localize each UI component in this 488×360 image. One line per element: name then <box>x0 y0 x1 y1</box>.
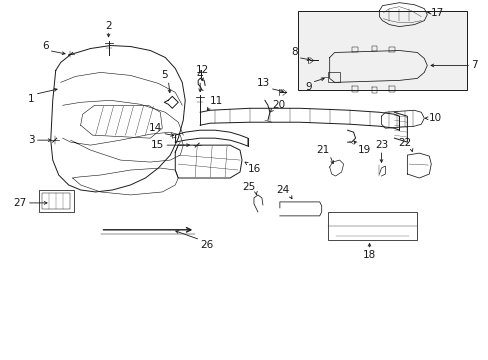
Text: 8: 8 <box>290 48 297 58</box>
Text: 21: 21 <box>316 145 329 155</box>
Bar <box>327 72 339 82</box>
Text: 12: 12 <box>195 66 208 75</box>
Bar <box>39 190 74 212</box>
Text: 15: 15 <box>151 140 164 150</box>
Text: 6: 6 <box>42 41 49 50</box>
Text: 22: 22 <box>397 138 410 148</box>
Text: 13: 13 <box>256 78 269 88</box>
Text: 7: 7 <box>470 60 477 71</box>
Text: 11: 11 <box>210 96 223 106</box>
Text: 20: 20 <box>271 100 285 110</box>
Text: 10: 10 <box>428 113 442 123</box>
Text: 9: 9 <box>305 82 311 93</box>
Text: 23: 23 <box>374 140 387 150</box>
Text: 1: 1 <box>28 94 35 104</box>
Text: 19: 19 <box>357 145 370 155</box>
Text: 2: 2 <box>105 21 112 31</box>
Text: 16: 16 <box>247 164 261 174</box>
Bar <box>297 11 466 90</box>
Text: 4: 4 <box>197 71 203 80</box>
Text: 17: 17 <box>430 8 444 18</box>
Bar <box>327 212 416 240</box>
Text: 18: 18 <box>362 250 375 260</box>
Text: 25: 25 <box>242 182 255 192</box>
Text: 27: 27 <box>14 198 27 208</box>
Text: 3: 3 <box>28 135 35 145</box>
Bar <box>41 193 69 209</box>
Text: 5: 5 <box>162 71 168 80</box>
Text: 26: 26 <box>200 240 213 250</box>
Text: 14: 14 <box>149 123 162 133</box>
Text: 24: 24 <box>276 185 289 195</box>
